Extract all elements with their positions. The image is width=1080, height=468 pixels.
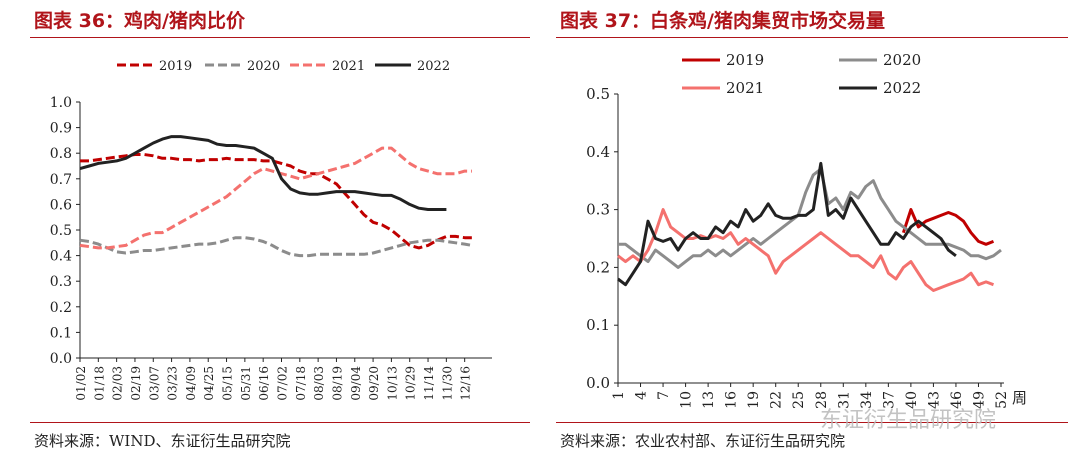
source-note: 资料来源：农业农村部、东证衍生品研究院	[560, 432, 846, 450]
series-line-2022	[79, 135, 447, 211]
y-tick-label: 1.0	[50, 95, 72, 111]
x-tick-label: 11/30	[440, 366, 454, 401]
x-tick-label: 08/19	[330, 366, 344, 401]
title-rule	[30, 37, 530, 38]
x-tick-label: 09/04	[349, 366, 363, 401]
chart-title: 图表 36：鸡肉/猪肉比价	[34, 10, 245, 32]
series-line-2021	[79, 146, 472, 250]
chart-right-svg: 0.0 0.1 0.2 0.3 0.4 0.5 1 4 7 10 13 16 19 22 25 28 31 34 3…	[586, 51, 1027, 409]
x-tick-label: 05/31	[239, 366, 253, 401]
x-tick-label: 22	[769, 391, 785, 409]
x-tick-label: 52	[994, 391, 1010, 409]
legend-label-2019: 2019	[726, 51, 764, 69]
x-axis-label: 周	[1012, 389, 1027, 407]
x-tick-label: 04/09	[184, 366, 198, 401]
y-tick-label: 0.5	[50, 223, 72, 239]
source-note: 资料来源：WIND、东证衍生品研究院	[34, 432, 291, 450]
y-tick-label: 0.8	[50, 146, 72, 162]
source-rule	[30, 422, 530, 423]
x-tick-label: 02/19	[129, 366, 143, 401]
x-tick-label: 10/13	[385, 366, 399, 401]
x-tick-label: 4	[634, 391, 650, 400]
x-tick-label: 11/14	[422, 366, 436, 401]
x-tick-label: 34	[859, 391, 875, 409]
x-tick-label: 07/18	[294, 366, 308, 401]
x-tick-label: 10	[679, 391, 695, 409]
y-tick-label: 0.3	[50, 274, 72, 290]
series-line-2019	[901, 208, 995, 246]
x-tick-label: 13	[701, 391, 717, 409]
y-tick-label: 0.3	[586, 201, 610, 219]
legend-label-2022: 2022	[417, 59, 450, 74]
x-tick-label: 12/16	[459, 366, 473, 401]
series-line-2020	[79, 236, 473, 258]
watermark: 东证衍生品研究院	[820, 408, 997, 433]
title-rule	[556, 37, 1068, 38]
x-tick-label: 10/29	[404, 366, 418, 401]
x-tick-label: 1	[611, 391, 627, 400]
x-tick-label: 31	[836, 391, 852, 409]
y-tick-label: 0.1	[586, 316, 610, 334]
x-tick-label: 40	[904, 391, 920, 409]
source-rule	[556, 422, 1068, 423]
x-tick-label: 49	[971, 391, 987, 409]
x-tick-label: 43	[926, 391, 942, 409]
y-tick-label: 0.7	[50, 172, 72, 188]
y-tick-label: 0.2	[586, 258, 610, 276]
legend-label-2021: 2021	[332, 59, 365, 74]
x-tick-label: 01/02	[74, 366, 88, 401]
y-tick-label: 0.5	[586, 85, 610, 103]
legend-label-2019: 2019	[159, 59, 192, 74]
legend-label-2020: 2020	[883, 51, 921, 69]
series-line-2021	[617, 208, 995, 292]
y-tick-label: 0.1	[50, 325, 72, 341]
y-tick-label: 0.0	[586, 374, 610, 392]
x-tick-label: 01/18	[92, 366, 106, 401]
x-tick-label: 07/02	[275, 366, 289, 401]
chart-title: 图表 37：白条鸡/猪肉集贸市场交易量	[560, 10, 885, 32]
series-line-2022	[617, 161, 957, 287]
x-tick-label: 06/16	[257, 366, 271, 401]
series-line-2020	[618, 167, 1002, 269]
chart-panel-right: 图表 37：白条鸡/猪肉集贸市场交易量 0.0 0.1 0.2 0.3 0.4 0.5 1 4…	[552, 0, 1080, 468]
x-tick-label: 28	[814, 391, 830, 409]
x-tick-label: 08/03	[312, 366, 326, 401]
y-tick-label: 0.9	[50, 121, 72, 137]
x-tick-label: 03/23	[166, 366, 180, 401]
legend-label-2022: 2022	[883, 79, 921, 97]
x-tick-label: 03/07	[147, 366, 161, 401]
y-tick-label: 0.4	[50, 249, 72, 265]
chart-left-svg: 0.0 0.1 0.2 0.3 0.4 0.5 0.6 0.7 0.8 0.9 1.0 01/02 01…	[50, 59, 492, 401]
x-tick-label: 25	[791, 391, 807, 409]
x-tick-label: 09/20	[367, 366, 381, 401]
x-tick-label: 46	[949, 391, 965, 409]
y-tick-label: 0.4	[586, 143, 610, 161]
chart-panel-left: 图表 36：鸡肉/猪肉比价 0.0 0.1 0.2 0.3 0.4 0.5 0.6 0.7 0.…	[30, 10, 530, 450]
y-tick-label: 0.0	[50, 351, 72, 367]
x-tick-label: 16	[724, 391, 740, 409]
legend-label-2020: 2020	[247, 59, 280, 74]
x-tick-label: 05/15	[221, 366, 235, 401]
x-tick-label: 02/03	[111, 366, 125, 401]
x-tick-label: 7	[656, 391, 672, 400]
series-line-2019	[80, 153, 472, 250]
y-tick-label: 0.6	[50, 197, 72, 213]
x-tick-label: 04/25	[202, 366, 216, 401]
x-tick-label: 19	[746, 391, 762, 409]
x-tick-label: 37	[881, 391, 897, 409]
legend-label-2021: 2021	[726, 79, 764, 97]
y-tick-label: 0.2	[50, 300, 72, 316]
